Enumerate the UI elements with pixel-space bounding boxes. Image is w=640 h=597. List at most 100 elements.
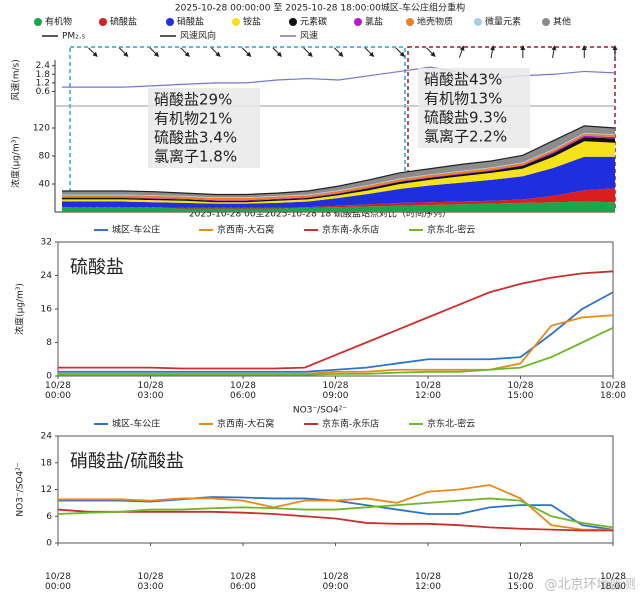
legend-label: 城区-车公庄 [112, 418, 160, 430]
line [58, 291, 614, 373]
wind-arrow [551, 45, 557, 58]
legend-swatch [354, 18, 362, 26]
annotation: 硝酸盐43% [424, 71, 502, 89]
line [58, 484, 613, 531]
x-tick-label: 10/28 03:00 [137, 572, 164, 592]
wind-arrow [303, 47, 313, 57]
y-tick-label: 32 [41, 238, 52, 248]
annotation: 硫酸盐3.4% [154, 129, 237, 147]
legend-label: 有机物 [45, 16, 72, 28]
legend-label: 京西南-大石窝 [217, 224, 274, 236]
y2-tick-label: 2.4 [36, 61, 51, 71]
legend-label: 硝酸盐 [177, 16, 204, 28]
y-tick-label: 0 [46, 539, 52, 549]
area [62, 141, 615, 204]
area [62, 133, 615, 201]
legend-label: 铵盐 [243, 16, 261, 28]
wind-arrow [88, 47, 98, 57]
x-tick-label: 10/28 15:00 [507, 572, 534, 592]
legend-label: 京东北-密云 [427, 418, 475, 430]
x-tick-label: 10/28 00:00 [45, 572, 71, 592]
chart-title: NO3⁻/SO4²⁻ [293, 406, 347, 416]
wind-arrow [395, 47, 405, 57]
legend-swatch [166, 18, 174, 26]
wind-arrow [333, 47, 344, 57]
legend-label: 京东南-永乐店 [322, 224, 379, 236]
legend-swatch [99, 18, 107, 26]
y-tick-label: 0 [46, 372, 52, 382]
annotation-box [148, 88, 260, 168]
annotation: 硝酸盐/硫酸盐 [70, 451, 184, 472]
area [62, 188, 615, 209]
legend-label: 京东南-永乐店 [322, 418, 379, 430]
legend-swatch [289, 18, 297, 26]
x-tick-label: 10/28 09:00 [322, 572, 349, 592]
y-tick-label: 18 [41, 458, 53, 468]
x-tick-label: 10/28 00:00 [45, 381, 71, 401]
x-tick-label: 10/28 18:00 [600, 381, 626, 401]
wind-line [62, 66, 616, 88]
y-tick-label: 24 [41, 271, 53, 281]
area [62, 201, 615, 212]
wind-arrow [241, 47, 252, 57]
legend-label: 元素碳 [300, 16, 327, 28]
x-tick-label: 10/28 18:00 [600, 572, 626, 592]
legend-swatch [542, 18, 550, 26]
y-tick-label: 40 [39, 180, 51, 190]
wind-arrow [211, 47, 221, 57]
y2-tick-label: 1.8 [36, 70, 51, 80]
line [57, 508, 613, 532]
x-tick-label: 10/28 09:00 [322, 381, 349, 401]
legend-label: 其他 [553, 16, 571, 28]
legend-label: 微量元素 [485, 16, 521, 28]
y2-tick-label: 1.2 [36, 78, 50, 88]
pm25-line [62, 125, 616, 196]
wind-arrow [364, 47, 375, 57]
legend-label: 地壳物质 [417, 16, 453, 28]
annotation: 硝酸盐29% [154, 91, 232, 109]
wind-arrow [118, 47, 129, 57]
annotation: 有机物21% [154, 110, 232, 128]
annotation: 硫酸盐 [70, 257, 124, 278]
legend-label: PM₂.₅ [62, 32, 86, 42]
area [62, 132, 615, 198]
area [62, 135, 615, 201]
wind-arrow [458, 45, 465, 58]
annotation-box [418, 68, 530, 148]
y-axis-label: NO3⁻/SO4²⁻ [16, 462, 26, 516]
legend-label: 风速风向 [180, 30, 216, 42]
legend-swatch [474, 18, 482, 26]
annotation: 氯离子1.8% [154, 148, 237, 166]
legend-label: 京东北-密云 [427, 224, 475, 236]
x-tick-label: 10/28 06:00 [230, 572, 256, 592]
annotation: 氯离子2.2% [424, 128, 507, 146]
y-tick-label: 120 [33, 124, 50, 134]
line [58, 270, 614, 370]
legend-label: 硫酸盐 [110, 16, 137, 28]
legend-swatch [232, 18, 240, 26]
wind-arrow [180, 47, 190, 57]
line [58, 327, 614, 376]
x-tick-label: 10/28 12:00 [415, 572, 441, 592]
y2-tick-label: 0.6 [36, 87, 51, 97]
y-tick-label: 80 [39, 152, 51, 162]
y-tick-label: 6 [46, 512, 52, 522]
wind-arrow [426, 47, 436, 57]
y-tick-label: 12 [41, 485, 52, 495]
legend-swatch [406, 18, 414, 26]
annotation: 有机物13% [424, 90, 502, 108]
x-tick-label: 10/28 06:00 [230, 381, 256, 401]
x-tick-label: 10/28 12:00 [415, 381, 441, 401]
watermark: @北京环境监测 [544, 578, 635, 593]
legend-label: 京西南-大石窝 [217, 418, 274, 430]
area [62, 137, 615, 203]
y-tick-label: 24 [41, 432, 53, 442]
wind-arrow [149, 47, 160, 57]
x-tick-label: 10/28 03:00 [137, 381, 164, 401]
y-tick-label: 8 [46, 338, 52, 348]
y-axis-label: 浓度(μg/m³) [10, 136, 22, 188]
area [62, 125, 615, 198]
legend-swatch [34, 18, 42, 26]
